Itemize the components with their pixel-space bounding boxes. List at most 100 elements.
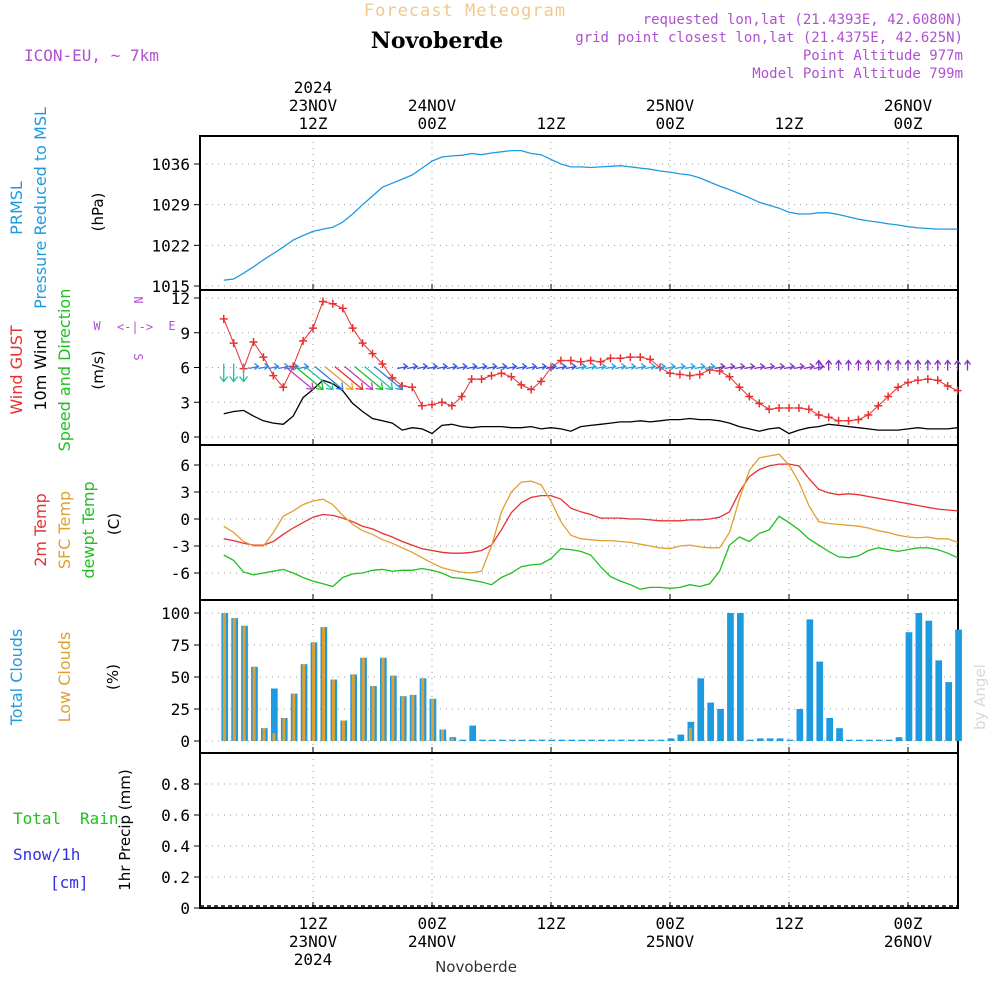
y-tick-label: 1029 bbox=[151, 196, 190, 215]
top-time-label: 24NOV bbox=[408, 96, 457, 115]
total-cloud-bar bbox=[608, 739, 615, 741]
total-cloud-bar bbox=[826, 718, 833, 741]
bottom-time-label: 24NOV bbox=[408, 932, 457, 951]
precip-label-total: Total bbox=[13, 809, 61, 828]
total-cloud-bar bbox=[756, 738, 764, 741]
y-tick-label: -3 bbox=[171, 537, 190, 556]
y-tick-label: 6 bbox=[180, 359, 190, 378]
bottom-time-label: 2024 bbox=[294, 950, 333, 969]
pressure-label-prmsl: PRMSL bbox=[7, 181, 26, 235]
total-cloud-bar bbox=[588, 739, 595, 741]
wind-direction-arrow bbox=[884, 359, 892, 371]
y-tick-label: 50 bbox=[171, 668, 190, 687]
wind-direction-arrow bbox=[954, 359, 962, 371]
wind-direction-arrow bbox=[506, 362, 518, 371]
wind-direction-arrow bbox=[635, 362, 647, 371]
total-cloud-bar bbox=[528, 739, 536, 741]
low-cloud-bar bbox=[351, 674, 355, 741]
pressure-unit: (hPa) bbox=[89, 193, 107, 232]
wind-direction-arrow bbox=[773, 362, 786, 371]
y-tick-label: -6 bbox=[171, 564, 190, 583]
wind-gust-point bbox=[844, 416, 853, 425]
wind-direction-arrow bbox=[864, 359, 872, 371]
wind-gust-point bbox=[646, 355, 655, 364]
wind-direction-arrow bbox=[934, 359, 942, 371]
wind-gust-point bbox=[735, 383, 744, 392]
wind-gust-point bbox=[358, 339, 367, 348]
wind-direction-arrow bbox=[466, 362, 478, 371]
wind-gust-point bbox=[527, 385, 536, 394]
low-cloud-bar bbox=[262, 728, 266, 741]
total-cloud-bar bbox=[667, 738, 675, 741]
bottom-time-label: 12Z bbox=[299, 914, 328, 933]
total-cloud-bar bbox=[945, 682, 952, 741]
wind-gust-point bbox=[695, 370, 704, 379]
wind-gust-point bbox=[834, 416, 843, 425]
wind-direction-arrow bbox=[239, 363, 249, 383]
credit-text: by Angel bbox=[971, 664, 989, 730]
wind-gust-point bbox=[566, 356, 575, 365]
y-tick-label: 0 bbox=[180, 428, 190, 447]
y-tick-label: 75 bbox=[171, 636, 190, 655]
total-cloud-bar bbox=[776, 738, 784, 741]
wind-direction-arrow bbox=[496, 362, 508, 371]
wind-direction-arrow bbox=[294, 365, 324, 391]
wind-gust-point bbox=[378, 360, 387, 369]
top-time-label: 12Z bbox=[537, 114, 566, 133]
total-cloud-bar bbox=[677, 734, 685, 741]
low-cloud-bar bbox=[401, 696, 405, 741]
wind-direction-arrow bbox=[476, 362, 488, 371]
wind-direction-arrow bbox=[407, 362, 419, 371]
wind-direction-arrow bbox=[674, 362, 687, 371]
wind-gust-point bbox=[418, 401, 427, 410]
total-cloud-bar bbox=[935, 660, 943, 741]
y-tick-label: 6 bbox=[180, 456, 190, 475]
wind-direction-arrow bbox=[268, 362, 280, 371]
wind-gust-point bbox=[824, 413, 833, 422]
low-cloud-bar bbox=[441, 729, 444, 741]
bottom-time-label: 23NOV bbox=[289, 932, 338, 951]
forecast-title: Forecast Meteogram bbox=[364, 1, 566, 21]
wind-gust-point bbox=[884, 392, 893, 401]
wind-gust-point bbox=[715, 366, 724, 375]
total-cloud-bar bbox=[459, 739, 467, 741]
wind-direction-arrow bbox=[684, 362, 696, 371]
wind-direction-arrow bbox=[605, 362, 617, 371]
wind-gust-point bbox=[626, 353, 635, 362]
total-cloud-bar bbox=[895, 737, 903, 741]
wind-gust-point bbox=[437, 398, 446, 407]
total-cloud-bar bbox=[866, 739, 873, 741]
total-cloud-bar bbox=[846, 739, 853, 741]
wind-direction-arrow bbox=[615, 362, 627, 371]
low-cloud-bar bbox=[391, 675, 395, 741]
wind-gust-point bbox=[279, 383, 288, 392]
top-time-label: 00Z bbox=[894, 114, 923, 133]
precip-label-snow: Snow/1h bbox=[13, 845, 80, 864]
total-cloud-bar bbox=[856, 739, 863, 741]
wind-gust-point bbox=[953, 386, 962, 395]
temp-unit: (C) bbox=[105, 513, 123, 535]
total-cloud-bar bbox=[637, 739, 645, 741]
wind-direction-arrow bbox=[835, 359, 843, 371]
total-cloud-bar bbox=[598, 739, 605, 741]
wind-gust-point bbox=[576, 357, 585, 366]
bottom-time-label: 12Z bbox=[775, 914, 804, 933]
wind-gust-point bbox=[408, 383, 417, 392]
point-altitude: Point Altitude 977m bbox=[803, 48, 963, 64]
wind-gust-point bbox=[666, 369, 674, 378]
location-title: Novoberde bbox=[371, 28, 504, 54]
total-cloud-bar bbox=[707, 702, 714, 741]
wind-direction-arrow bbox=[324, 365, 354, 391]
model-altitude: Model Point Altitude 799m bbox=[752, 66, 963, 82]
wind-direction-arrow bbox=[595, 362, 607, 371]
low-cloud-bar bbox=[411, 694, 415, 741]
clouds-label-total: Total Clouds bbox=[7, 629, 26, 727]
wind-gust-point bbox=[864, 410, 873, 419]
low-cloud-bar bbox=[322, 627, 325, 741]
wind-gust-point bbox=[299, 336, 308, 345]
wind-direction-arrow bbox=[486, 362, 498, 371]
total-cloud-bar bbox=[955, 629, 962, 741]
wind-gust-point bbox=[249, 338, 258, 347]
wind-direction-arrow bbox=[914, 359, 922, 371]
